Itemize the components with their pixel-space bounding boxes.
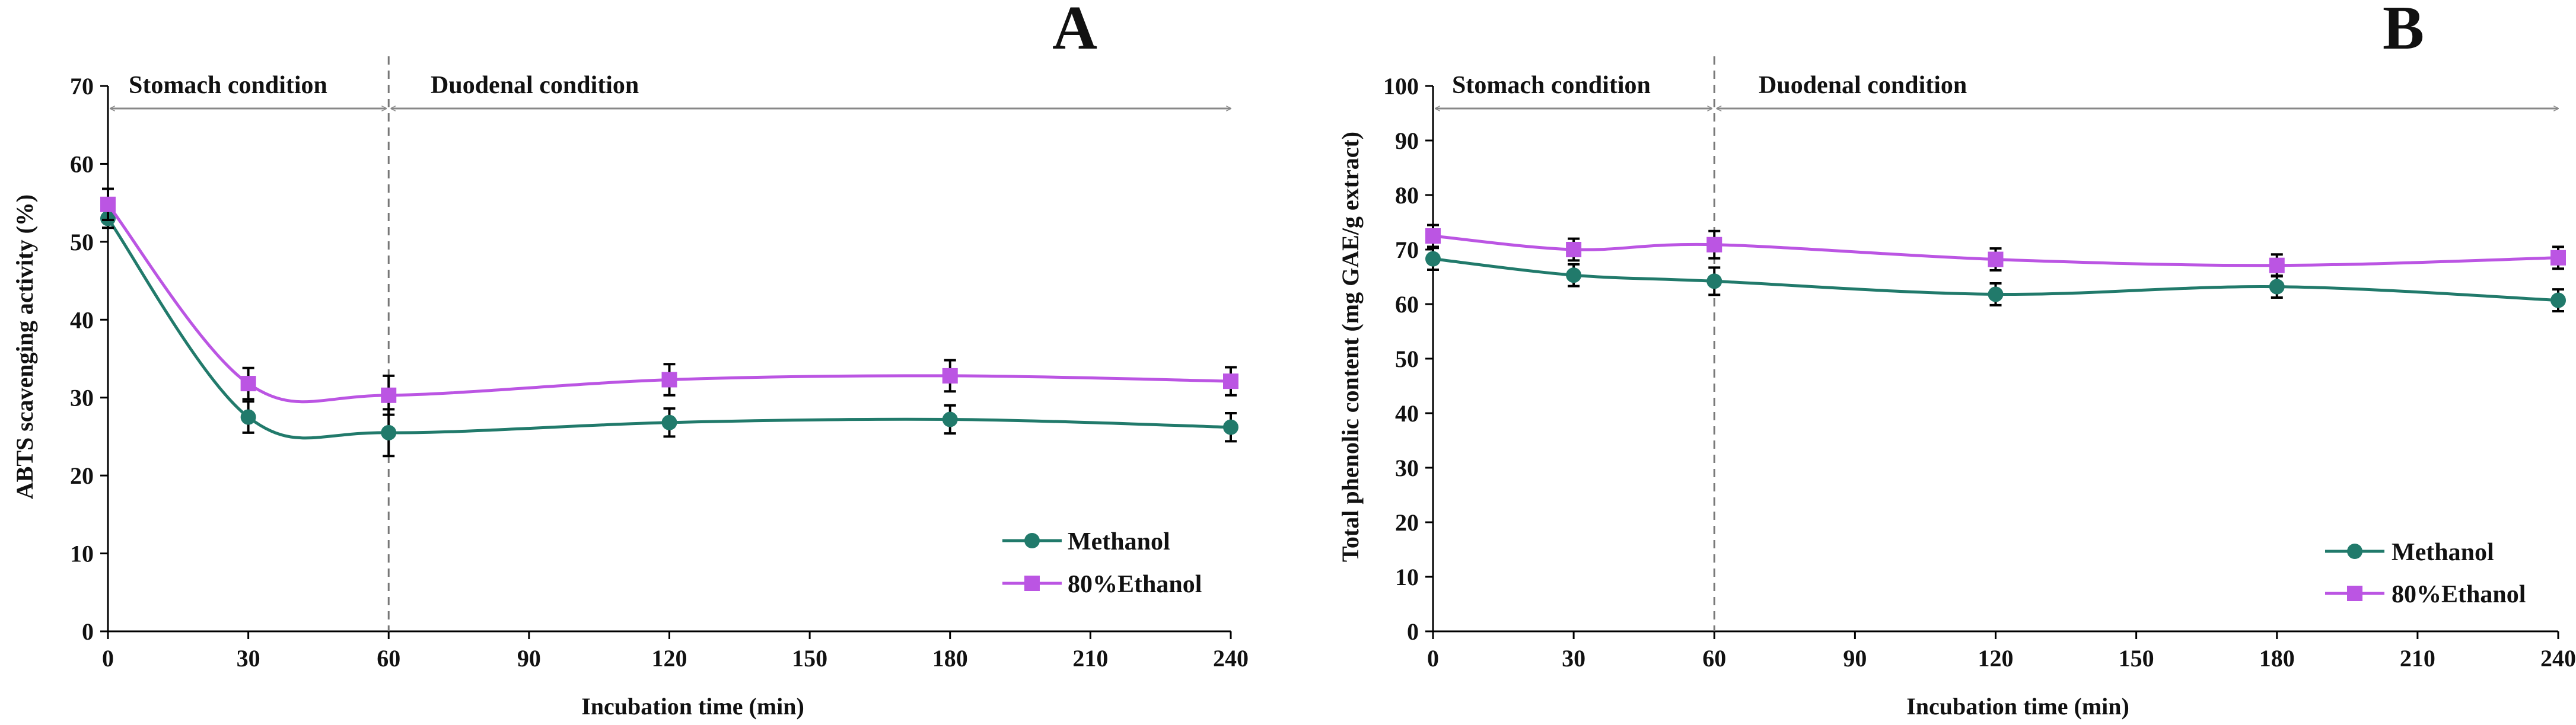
legend-label-ethanol: 80%Ethanol	[1068, 571, 1202, 598]
y-tick-label: 30	[70, 385, 94, 411]
y-tick-label: 0	[1407, 618, 1419, 645]
x-tick-label: 60	[1702, 645, 1726, 672]
x-tick-label: 90	[517, 645, 541, 672]
y-tick-label: 90	[1395, 127, 1419, 154]
legend-label-ethanol: 80%Ethanol	[2392, 581, 2526, 608]
data-point-ethanol	[1566, 242, 1582, 257]
y-tick-label: 20	[1395, 509, 1419, 536]
series-line-ethanol	[107, 203, 1231, 404]
y-tick-label: 20	[70, 462, 94, 489]
data-point-ethanol	[2269, 257, 2285, 273]
data-point-ethanol	[1706, 237, 1722, 253]
y-tick-label: 0	[82, 618, 94, 645]
data-point-ethanol	[661, 372, 677, 388]
chart-panel-b: B Total phenolic content (mg GAE/g extra…	[1337, 0, 2576, 720]
y-tick-label: 100	[1383, 73, 1419, 100]
chart-panel-a: A ABTS scavenging activity (%) Incubatio…	[11, 0, 1249, 720]
x-tick-label: 210	[2400, 645, 2435, 672]
y-tick-label: 30	[1395, 455, 1419, 481]
data-point-ethanol	[942, 368, 958, 384]
y-tick-label: 40	[1395, 400, 1419, 427]
y-axis-title: ABTS scavenging activity (%)	[11, 194, 38, 499]
x-tick-label: 180	[932, 645, 968, 672]
x-tick-label: 0	[102, 645, 114, 672]
legend-label-methanol: Methanol	[2392, 539, 2494, 566]
x-axis-title: Incubation time (min)	[1906, 693, 2129, 720]
data-point-ethanol	[1425, 228, 1441, 244]
legend-label-methanol: Methanol	[1068, 528, 1170, 555]
y-tick-label: 10	[70, 541, 94, 567]
y-tick-label: 70	[1395, 237, 1419, 263]
stomach-condition-label: Stomach condition	[129, 72, 327, 99]
x-tick-label: 150	[2119, 645, 2154, 672]
data-point-ethanol	[381, 387, 397, 403]
duodenal-condition-label: Duodenal condition	[431, 72, 639, 99]
x-tick-label: 30	[1562, 645, 1585, 672]
data-point-methanol	[2269, 279, 2285, 295]
x-tick-label: 240	[2540, 645, 2576, 672]
duodenal-condition-label: Duodenal condition	[1759, 72, 1967, 99]
x-axis-title: Incubation time (min)	[581, 693, 804, 720]
data-point-methanol	[240, 409, 256, 425]
stomach-condition-label: Stomach condition	[1452, 72, 1651, 99]
data-point-methanol	[942, 411, 958, 427]
data-point-ethanol	[1988, 251, 2004, 267]
data-point-methanol	[1566, 267, 1582, 283]
x-tick-label: 180	[2259, 645, 2295, 672]
data-point-ethanol	[1223, 373, 1238, 389]
legend-marker-methanol	[1024, 533, 1040, 548]
x-tick-label: 210	[1072, 645, 1108, 672]
data-point-methanol	[1425, 251, 1441, 267]
legend: Methanol 80%Ethanol	[2392, 539, 2526, 608]
legend: Methanol 80%Ethanol	[1068, 528, 1202, 598]
panel-letter: B	[2383, 0, 2424, 62]
data-point-methanol	[1706, 273, 1722, 289]
data-point-methanol	[381, 424, 397, 440]
y-tick-label: 50	[70, 229, 94, 255]
x-tick-label: 120	[1978, 645, 2014, 672]
legend-marker-methanol	[2347, 544, 2362, 559]
series-line-methanol	[106, 217, 1231, 440]
data-point-methanol	[1988, 286, 2004, 302]
legend-marker-ethanol	[1024, 576, 1040, 591]
y-axis-title: Total phenolic content (mg GAE/g extract…	[1337, 132, 1364, 562]
data-point-methanol	[661, 414, 677, 430]
x-tick-label: 240	[1213, 645, 1249, 672]
panel-letter: A	[1052, 0, 1097, 62]
x-tick-label: 60	[377, 645, 400, 672]
data-point-ethanol	[240, 376, 256, 392]
y-tick-label: 70	[70, 73, 94, 100]
x-tick-label: 90	[1843, 645, 1867, 672]
data-point-methanol	[2550, 292, 2566, 308]
legend-marker-ethanol	[2347, 586, 2362, 601]
x-tick-label: 150	[792, 645, 827, 672]
x-tick-label: 30	[237, 645, 260, 672]
x-tick-label: 120	[652, 645, 687, 672]
y-tick-label: 40	[70, 306, 94, 333]
data-point-ethanol	[100, 196, 116, 212]
x-tick-label: 0	[1427, 645, 1439, 672]
y-tick-label: 10	[1395, 564, 1419, 590]
y-tick-label: 60	[1395, 291, 1419, 318]
y-tick-label: 60	[70, 151, 94, 177]
data-point-methanol	[1223, 419, 1238, 435]
y-tick-label: 50	[1395, 346, 1419, 372]
data-point-ethanol	[2550, 250, 2566, 266]
y-tick-label: 80	[1395, 182, 1419, 209]
